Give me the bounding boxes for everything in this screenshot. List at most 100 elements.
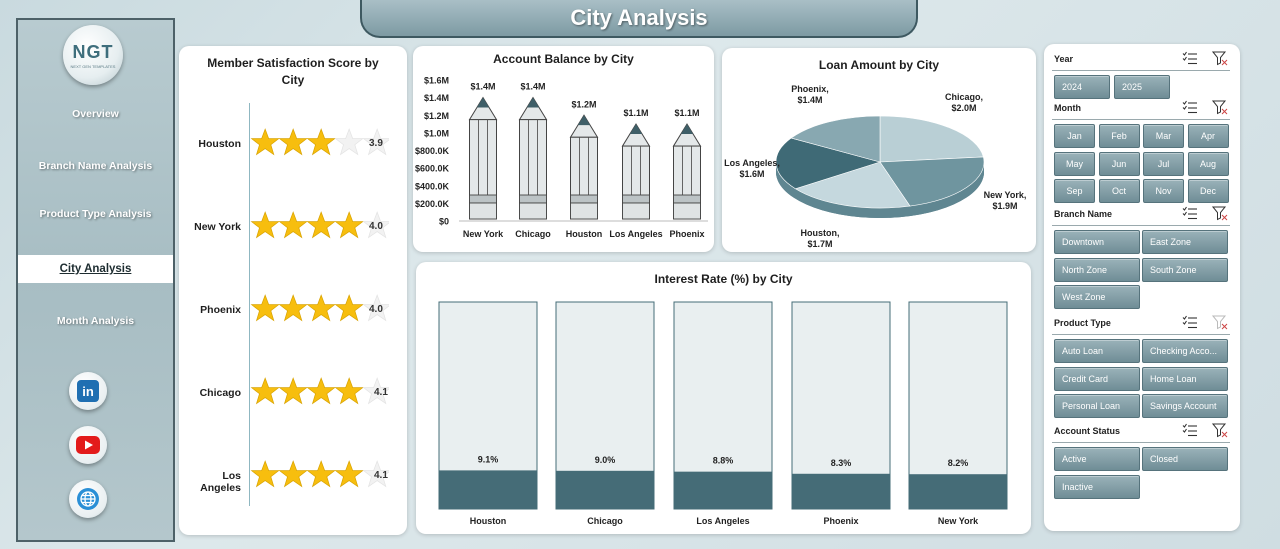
divider xyxy=(1052,334,1230,335)
month-option[interactable]: Apr xyxy=(1187,124,1229,148)
data-label: $1.4M xyxy=(470,82,495,92)
status-option[interactable]: Active xyxy=(1054,447,1140,471)
month-option[interactable]: Jul xyxy=(1143,151,1184,176)
month-option[interactable]: Nov xyxy=(1143,179,1184,203)
product-option[interactable]: Personal Loan xyxy=(1054,394,1140,418)
x-tick-label: New York xyxy=(463,229,504,239)
star-icon xyxy=(334,294,364,322)
clear-filter-icon[interactable] xyxy=(1212,315,1228,330)
linkedin-icon[interactable]: in xyxy=(69,372,107,410)
star-icon xyxy=(362,211,389,239)
clear-filter-icon[interactable] xyxy=(1212,423,1228,438)
interest-rate-title: Interest Rate (%) by City xyxy=(654,272,793,286)
y-tick-label: $1.2M xyxy=(424,111,449,121)
star-icon xyxy=(334,128,364,156)
data-label: $1.1M xyxy=(674,108,699,118)
nav-product-type-analysis[interactable]: Product Type Analysis xyxy=(39,208,152,220)
logo: NGT NEXT GEN TEMPLATES xyxy=(63,25,123,85)
multi-select-icon[interactable] xyxy=(1182,206,1198,220)
clear-filter-icon[interactable] xyxy=(1212,51,1228,66)
multi-select-icon[interactable] xyxy=(1182,100,1198,114)
product-option[interactable]: Auto Loan xyxy=(1054,339,1140,363)
pie-category-label: New York, xyxy=(984,190,1027,200)
status-option[interactable]: Closed xyxy=(1142,447,1228,471)
pie-value-label: $2.0M xyxy=(951,103,976,113)
x-tick-label: Phoenix xyxy=(823,516,858,526)
star-icon xyxy=(306,460,336,488)
satisfaction-city-label: Los Angeles xyxy=(200,470,241,494)
page-title: City Analysis xyxy=(360,0,918,38)
year-option[interactable]: 2024 xyxy=(1054,75,1110,99)
bar xyxy=(438,301,538,510)
bar xyxy=(621,123,651,220)
year-option[interactable]: 2025 xyxy=(1114,75,1170,99)
pie-category-label: Los Angeles, xyxy=(724,158,780,168)
youtube-icon[interactable] xyxy=(69,426,107,464)
bar xyxy=(518,96,548,220)
x-tick-label: New York xyxy=(938,516,979,526)
pie-category-label: Houston, xyxy=(801,228,840,238)
branch-option[interactable]: Downtown xyxy=(1054,230,1140,254)
y-tick-label: $200.0K xyxy=(415,199,450,209)
logo-text: NGT xyxy=(72,41,114,62)
satisfaction-title-line1: Member Satisfaction Score by xyxy=(207,56,379,70)
interest-rate-panel: Interest Rate (%) by City 9.1% Houston 9.0… xyxy=(416,262,1031,534)
linkedin-text: in xyxy=(82,384,94,399)
star-rating xyxy=(250,128,389,156)
nav-month-analysis[interactable]: Month Analysis xyxy=(56,315,135,327)
y-tick-label: $1.4M xyxy=(424,93,449,103)
month-option[interactable]: Dec xyxy=(1187,179,1229,203)
globe-icon[interactable] xyxy=(69,480,107,518)
month-option[interactable]: Feb xyxy=(1098,124,1140,148)
branch-option[interactable]: East Zone xyxy=(1142,230,1228,254)
star-icon xyxy=(278,128,308,156)
star-icon xyxy=(278,377,308,405)
multi-select-icon[interactable] xyxy=(1182,315,1198,329)
branch-option[interactable]: South Zone xyxy=(1142,257,1228,282)
product-option[interactable]: Home Loan xyxy=(1142,366,1228,391)
data-label: $1.1M xyxy=(623,108,648,118)
pie-category-label: Chicago, xyxy=(945,92,983,102)
multi-select-icon[interactable] xyxy=(1182,51,1198,65)
bar xyxy=(569,114,599,220)
branch-option[interactable]: West Zone xyxy=(1054,285,1140,309)
satisfaction-city-label: New York xyxy=(194,221,241,233)
star-icon xyxy=(362,377,389,405)
star-icon xyxy=(306,294,336,322)
star-icon xyxy=(306,128,336,156)
star-icon xyxy=(362,460,389,488)
month-option[interactable]: Oct xyxy=(1098,179,1140,203)
x-tick-label: Chicago xyxy=(587,516,623,526)
product-option[interactable]: Checking Acco... xyxy=(1142,339,1228,363)
month-option[interactable]: Mar xyxy=(1143,124,1184,148)
multi-select-icon[interactable] xyxy=(1182,423,1198,437)
satisfaction-row: Houston 3.9 xyxy=(179,121,409,171)
star-icon xyxy=(334,460,364,488)
month-option[interactable]: Sep xyxy=(1054,179,1095,203)
product-option[interactable]: Savings Account xyxy=(1142,394,1228,418)
interest-rate-chart: 9.1% Houston 9.0% Chicago 8.8% Los Angeles 8.3… xyxy=(438,301,1008,526)
bar xyxy=(791,301,891,510)
satisfaction-title-line2: City xyxy=(281,73,305,87)
satisfaction-row: New York 4.0 xyxy=(179,204,409,254)
month-option[interactable]: May xyxy=(1054,151,1095,176)
nav-overview[interactable]: Overview xyxy=(72,108,119,120)
year-filter-title: Year xyxy=(1054,54,1074,64)
account-balance-chart: $0 $200.0K $400.0K $600.0K $800.0K $1.0M $1.2M… xyxy=(415,76,708,239)
nav-city-analysis[interactable]: City Analysis xyxy=(18,255,173,283)
status-option[interactable]: Inactive xyxy=(1054,474,1140,499)
bar xyxy=(673,301,773,510)
clear-filter-icon[interactable] xyxy=(1212,100,1228,115)
month-option[interactable]: Jun xyxy=(1098,151,1140,176)
pie-value-label: $1.9M xyxy=(992,201,1017,211)
month-option[interactable]: Jan xyxy=(1054,124,1095,148)
month-option[interactable]: Aug xyxy=(1187,151,1229,176)
satisfaction-value: 3.9 xyxy=(369,138,383,149)
loan-amount-title: Loan Amount by City xyxy=(818,58,940,72)
nav-branch-name-analysis[interactable]: Branch Name Analysis xyxy=(38,160,153,172)
branch-option[interactable]: North Zone xyxy=(1054,257,1140,282)
x-tick-label: Houston xyxy=(470,516,507,526)
product-option[interactable]: Credit Card xyxy=(1054,366,1140,391)
clear-filter-icon[interactable] xyxy=(1212,206,1228,221)
satisfaction-row: Phoenix 4.0 xyxy=(179,287,409,337)
